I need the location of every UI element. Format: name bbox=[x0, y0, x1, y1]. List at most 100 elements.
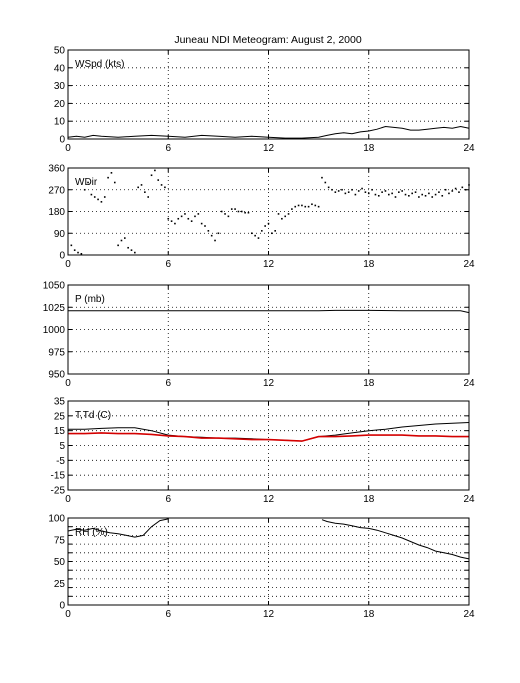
data-point bbox=[154, 169, 156, 172]
data-point bbox=[157, 179, 160, 181]
series-line-1 bbox=[321, 519, 470, 560]
data-point bbox=[444, 188, 447, 191]
data-point bbox=[127, 246, 129, 249]
x-tick-label: 0 bbox=[65, 494, 71, 505]
data-point bbox=[217, 232, 220, 235]
panel-0: 0 10 20 30 40 50 0 6 12 18 24 WSpd (kts) bbox=[54, 46, 475, 155]
data-point bbox=[314, 204, 317, 207]
data-point bbox=[194, 215, 196, 218]
panel-label: WDir bbox=[75, 177, 98, 188]
data-point bbox=[197, 213, 200, 215]
x-tick-label: 24 bbox=[463, 609, 475, 620]
data-point bbox=[134, 251, 136, 254]
data-point bbox=[354, 193, 357, 196]
series-line-0 bbox=[67, 125, 470, 139]
data-point bbox=[100, 201, 103, 203]
x-tick-label: 12 bbox=[263, 143, 275, 154]
data-point bbox=[324, 181, 327, 184]
data-point bbox=[334, 191, 337, 193]
data-point bbox=[214, 239, 216, 242]
data-point bbox=[230, 208, 233, 210]
data-point bbox=[170, 220, 173, 222]
x-tick-label: 12 bbox=[263, 259, 275, 270]
y-tick-label: 25 bbox=[54, 579, 66, 590]
data-point bbox=[240, 210, 243, 213]
data-point bbox=[187, 217, 190, 220]
data-point bbox=[97, 198, 99, 201]
data-point bbox=[237, 210, 240, 213]
data-point bbox=[137, 186, 139, 189]
data-point bbox=[267, 222, 270, 225]
data-point bbox=[147, 196, 149, 198]
data-point bbox=[227, 215, 230, 218]
x-tick-label: 6 bbox=[165, 494, 171, 505]
data-point bbox=[394, 196, 397, 198]
x-tick-label: 6 bbox=[165, 609, 171, 620]
data-point bbox=[347, 191, 350, 193]
data-point bbox=[304, 205, 307, 208]
data-point bbox=[428, 192, 430, 195]
x-tick-label: 6 bbox=[165, 378, 171, 389]
data-point bbox=[441, 194, 444, 197]
data-point bbox=[83, 188, 86, 191]
data-point bbox=[357, 190, 360, 192]
data-point bbox=[371, 188, 373, 191]
y-tick-label: 100 bbox=[48, 514, 65, 525]
data-point bbox=[200, 222, 203, 225]
series-line-1 bbox=[68, 432, 469, 442]
data-point bbox=[174, 222, 176, 225]
x-tick-label: 18 bbox=[363, 143, 375, 154]
data-point bbox=[327, 186, 330, 189]
x-tick-label: 24 bbox=[463, 259, 475, 270]
y-tick-label: 975 bbox=[48, 347, 65, 358]
series-line-0 bbox=[67, 518, 169, 538]
y-tick-label: 0 bbox=[59, 601, 65, 612]
x-tick-label: 6 bbox=[165, 259, 171, 270]
data-point bbox=[224, 213, 226, 215]
data-point bbox=[124, 237, 126, 239]
data-point bbox=[391, 192, 393, 195]
y-tick-label: 50 bbox=[54, 46, 66, 57]
x-tick-label: 0 bbox=[65, 143, 71, 154]
x-tick-label: 12 bbox=[263, 494, 275, 505]
data-point bbox=[73, 249, 76, 251]
panel-3: -25 -15 -5 5 15 25 35 0 6 12 18 24 T,Td (C) bbox=[51, 397, 475, 506]
data-point bbox=[458, 191, 460, 193]
y-tick-label: 15 bbox=[54, 426, 66, 437]
data-point bbox=[271, 232, 273, 235]
data-point bbox=[301, 204, 303, 207]
y-tick-label: 1000 bbox=[43, 325, 66, 336]
data-point bbox=[384, 190, 387, 192]
data-point bbox=[184, 213, 186, 215]
data-point bbox=[341, 188, 343, 191]
data-point bbox=[177, 217, 180, 220]
x-tick-label: 6 bbox=[165, 143, 171, 154]
data-point bbox=[107, 176, 109, 179]
data-point bbox=[220, 210, 223, 213]
data-point bbox=[377, 194, 380, 197]
data-point bbox=[90, 193, 93, 196]
data-point bbox=[160, 184, 163, 186]
x-tick-label: 18 bbox=[363, 378, 375, 389]
y-tick-label: 35 bbox=[54, 397, 66, 408]
data-point bbox=[388, 193, 390, 196]
y-tick-label: 30 bbox=[54, 81, 66, 92]
panel-label: P (mb) bbox=[75, 294, 105, 305]
data-point bbox=[244, 211, 246, 214]
y-tick-label: -5 bbox=[56, 456, 65, 467]
data-point bbox=[381, 191, 383, 193]
data-point bbox=[274, 230, 276, 232]
data-point bbox=[421, 193, 424, 196]
data-point bbox=[321, 176, 323, 179]
data-point bbox=[167, 217, 170, 220]
data-point bbox=[130, 249, 133, 251]
data-point bbox=[87, 181, 89, 184]
data-point bbox=[140, 184, 143, 186]
y-tick-label: 270 bbox=[48, 185, 65, 196]
y-tick-label: 0 bbox=[59, 251, 65, 262]
x-tick-label: 18 bbox=[363, 609, 375, 620]
data-point bbox=[414, 191, 417, 193]
x-tick-label: 12 bbox=[263, 378, 275, 389]
data-point bbox=[110, 172, 113, 174]
